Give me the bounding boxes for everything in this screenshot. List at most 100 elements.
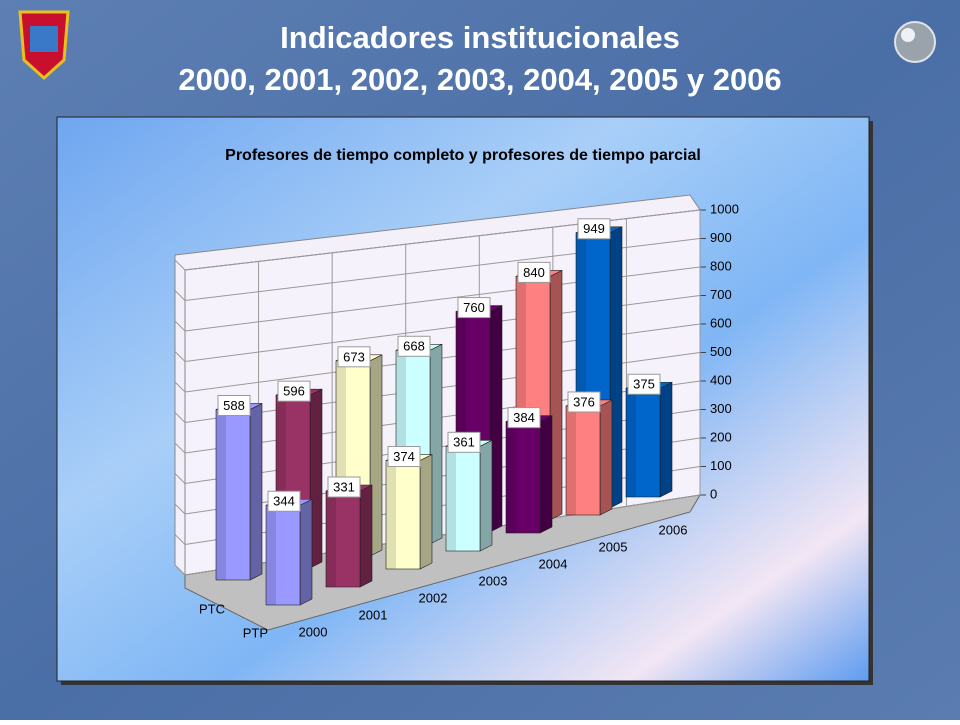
x-tick-label: 2001	[359, 607, 388, 622]
y-tick-label: 700	[710, 287, 732, 302]
value-label: 375	[633, 377, 655, 392]
x-tick-label: 2004	[539, 556, 568, 571]
value-label: 344	[273, 494, 295, 509]
bar	[625, 387, 661, 498]
y-tick-label: 400	[710, 372, 732, 387]
value-label-box	[447, 431, 481, 453]
value-label-box	[267, 490, 301, 512]
value-label: 760	[463, 300, 485, 315]
value-label-box	[337, 346, 371, 368]
bar-side-shade	[480, 440, 492, 551]
grid-line-side	[174, 351, 186, 362]
bar-highlight	[446, 446, 456, 551]
series-label: PTP	[243, 625, 268, 640]
bar-highlight	[626, 388, 636, 497]
grid-line-side	[174, 564, 186, 576]
bar-side-shade	[660, 382, 672, 497]
grid-line	[184, 209, 701, 271]
bar-highlight	[456, 311, 466, 532]
bar-side-shade	[430, 344, 442, 544]
bar-highlight	[216, 409, 226, 580]
bar	[505, 421, 541, 534]
value-label: 840	[523, 265, 545, 280]
y-tick-label: 500	[710, 344, 732, 359]
value-label: 361	[453, 435, 475, 450]
grid-line-side	[174, 534, 186, 545]
x-tick-label: 2000	[299, 624, 328, 639]
bar-side-shade	[540, 415, 552, 533]
bar-highlight	[326, 491, 336, 587]
bar-side-shade	[360, 485, 372, 587]
x-tick-label: 2005	[599, 539, 628, 554]
grid-line-side	[174, 381, 186, 393]
grid-line-side	[174, 259, 186, 271]
value-label: 949	[583, 221, 605, 236]
series-label: PTC	[199, 601, 225, 616]
value-label-box	[327, 476, 361, 498]
y-tick-label: 300	[710, 401, 732, 416]
value-label: 384	[513, 410, 535, 425]
bar-highlight	[576, 232, 586, 509]
bar-side-shade	[300, 499, 312, 605]
bar-highlight	[276, 395, 286, 568]
bar-side-shade	[250, 403, 262, 580]
value-label-box	[387, 446, 421, 468]
grid-line-side	[174, 473, 186, 484]
grid-line-side	[174, 412, 186, 423]
y-tick-label: 100	[710, 458, 732, 473]
bar-side-shade	[550, 270, 562, 520]
bar	[265, 504, 301, 606]
bar	[385, 460, 421, 570]
value-label-box	[567, 391, 601, 413]
bar-side-shade	[600, 399, 612, 515]
bar-highlight	[506, 421, 516, 533]
value-label-box	[457, 297, 491, 319]
value-label: 376	[573, 394, 595, 409]
grid-line-side	[174, 503, 186, 515]
value-label: 668	[403, 339, 425, 354]
bar-side-shade	[310, 389, 322, 568]
value-label-box	[507, 407, 541, 429]
bar-highlight	[336, 360, 346, 556]
bar-side-shade	[370, 354, 382, 556]
y-tick-label: 1000	[710, 201, 739, 216]
y-tick-label: 800	[710, 258, 732, 273]
slide-title: Indicadores institucionales	[280, 20, 680, 55]
value-label: 331	[333, 479, 355, 494]
y-tick-label: 200	[710, 429, 732, 444]
bar	[445, 446, 481, 552]
y-tick-label: 900	[710, 230, 732, 245]
bar-highlight	[386, 460, 396, 569]
bar-side-shade	[610, 226, 622, 509]
grid-line-side	[174, 320, 186, 332]
value-label-box	[217, 394, 251, 416]
bar	[325, 490, 361, 588]
y-tick-label: 0	[710, 486, 717, 501]
chart-title: Profesores de tiempo completo y profesor…	[225, 147, 701, 164]
x-tick-label: 2003	[479, 573, 508, 588]
value-label: 673	[343, 349, 365, 364]
bar-side-shade	[490, 305, 502, 532]
y-tick-label: 600	[710, 315, 732, 330]
globe-icon	[894, 21, 936, 63]
bar	[565, 405, 601, 516]
slide-subtitle: 2000, 2001, 2002, 2003, 2004, 2005 y 200…	[178, 62, 781, 97]
bar	[215, 409, 251, 581]
value-label-box	[517, 261, 551, 283]
bar-highlight	[566, 405, 576, 515]
value-label-box	[627, 373, 661, 395]
bar-highlight	[516, 276, 526, 520]
value-label: 596	[283, 384, 305, 399]
value-label-box	[397, 335, 431, 357]
x-tick-label: 2006	[659, 522, 688, 537]
bar-highlight	[266, 505, 276, 605]
logo	[18, 10, 70, 81]
x-tick-label: 2002	[419, 590, 448, 605]
value-label: 374	[393, 449, 415, 464]
grid-line-side	[174, 442, 186, 454]
value-label-box	[277, 380, 311, 402]
grid-line-side	[174, 290, 186, 301]
value-label: 588	[223, 398, 245, 413]
